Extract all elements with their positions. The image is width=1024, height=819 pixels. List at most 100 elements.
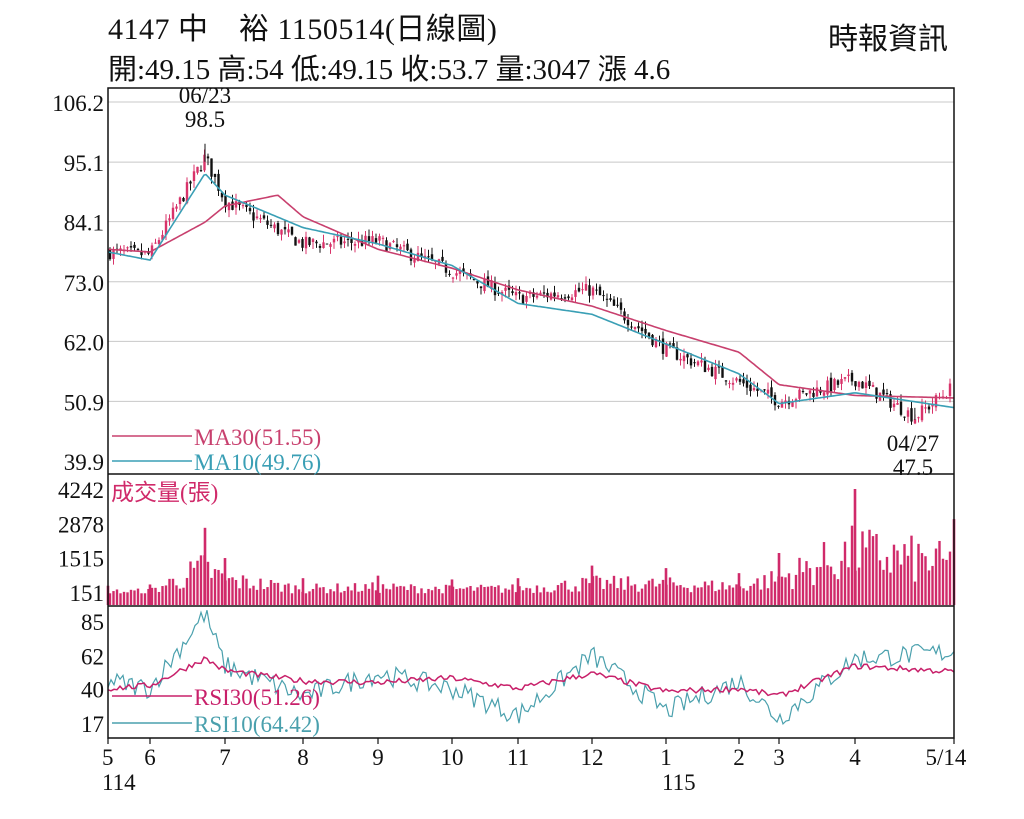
volume-bar: [752, 583, 756, 605]
candle-body: [542, 292, 546, 294]
candle-body: [126, 247, 129, 249]
candle-body: [367, 236, 371, 241]
volume-bar: [262, 589, 266, 605]
candle-body: [416, 252, 420, 262]
candle-body: [245, 204, 248, 208]
candle-body: [637, 326, 640, 329]
volume-bar: [737, 573, 741, 605]
volume-bar: [294, 585, 297, 605]
candle-body: [822, 392, 826, 396]
volume-bar: [402, 586, 406, 605]
candle-body: [661, 338, 665, 354]
candle-body: [812, 392, 815, 397]
volume-bar: [469, 585, 472, 605]
candle-body: [444, 263, 448, 273]
volume-bar: [493, 586, 497, 605]
volume-bar: [154, 587, 157, 605]
volume-bar: [633, 584, 637, 605]
candle-body: [651, 334, 654, 346]
volume-bar: [514, 592, 518, 605]
volume-bar: [318, 587, 322, 605]
candle-body: [696, 361, 700, 366]
candle-body: [749, 384, 752, 392]
candle-body: [325, 243, 329, 245]
volume-bar: [836, 579, 840, 605]
candle-body: [112, 249, 115, 259]
plot-frame: [107, 87, 955, 739]
x-tick-label: 10: [441, 745, 464, 770]
volume-bar: [217, 569, 220, 605]
candle-body: [353, 243, 357, 246]
volume-bar: [255, 589, 259, 605]
candle-body: [700, 360, 703, 363]
volume-bar: [871, 536, 875, 605]
candle-body: [882, 389, 885, 395]
volume-bar: [560, 582, 563, 605]
volume-bar: [392, 583, 395, 605]
candle-body: [479, 286, 483, 289]
volume-bar: [399, 585, 402, 605]
volume-bar: [185, 577, 189, 605]
volume-bar: [462, 588, 465, 605]
candle-body: [514, 292, 518, 296]
x-tick-label: 2: [733, 745, 745, 770]
candle-body: [448, 273, 451, 275]
rsi10-legend-label: RSI10(64.42): [194, 712, 320, 737]
x-tick-label: 6: [144, 745, 156, 770]
candle-body: [217, 173, 220, 191]
candle-body: [140, 250, 143, 256]
candle-body: [752, 388, 756, 391]
volume-bar: [472, 590, 476, 605]
volume-bar: [850, 525, 854, 605]
candle-body: [721, 366, 724, 378]
candle-body: [203, 154, 206, 171]
volume-bar: [343, 590, 346, 605]
volume-bar: [367, 588, 371, 605]
volume-bar: [714, 591, 717, 605]
candle-body: [630, 326, 633, 328]
volume-bar: [948, 551, 952, 605]
volume-bar: [535, 585, 539, 605]
volume-bar: [798, 557, 801, 605]
candle-body: [801, 391, 805, 393]
volume-bar: [388, 589, 392, 605]
volume-bar: [157, 591, 161, 605]
candle-body: [798, 389, 801, 399]
candle-body: [129, 246, 133, 248]
volume-bar: [360, 590, 364, 605]
volume-bar: [458, 588, 462, 605]
price-tick-label: 73.0: [64, 271, 104, 296]
candle-body: [906, 410, 910, 417]
volume-bar: [339, 592, 343, 605]
candle-body: [770, 387, 773, 397]
volume-bar: [280, 591, 283, 605]
candle-body: [388, 243, 392, 250]
volume-bar: [521, 590, 525, 605]
candle-body: [297, 240, 301, 243]
candle-body: [178, 197, 182, 205]
volume-bar: [840, 560, 843, 605]
ma10-line: [107, 173, 955, 409]
x-tick-label: 9: [372, 745, 384, 770]
volume-bar: [826, 565, 829, 605]
candle-body: [406, 243, 409, 251]
candle-body: [392, 241, 395, 243]
volume-bar: [759, 589, 763, 605]
volume-bar: [644, 584, 647, 605]
volume-bar: [595, 575, 598, 605]
volume-bar: [252, 585, 255, 605]
candle-body: [672, 343, 675, 349]
volume-bar: [444, 584, 448, 605]
volume-bar: [455, 589, 458, 605]
volume-bar: [119, 593, 122, 605]
volume-bar: [476, 587, 479, 605]
candle-body: [154, 242, 157, 244]
candle-body: [220, 192, 224, 198]
candle-body: [791, 402, 794, 407]
volume-bar: [605, 579, 609, 605]
volume-bar: [938, 540, 941, 605]
volume-bar: [332, 591, 336, 605]
candle-body: [686, 354, 689, 358]
price-tick-label: 106.2: [52, 91, 104, 116]
